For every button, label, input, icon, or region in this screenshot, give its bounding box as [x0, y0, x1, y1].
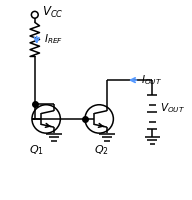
Text: $Q_2$: $Q_2$: [94, 143, 108, 157]
Text: $Q_1$: $Q_1$: [29, 143, 44, 157]
Text: $V_{OUT}$: $V_{OUT}$: [160, 102, 185, 115]
Text: $V_{CC}$: $V_{CC}$: [42, 5, 64, 20]
Text: $I_{REF}$: $I_{REF}$: [44, 32, 63, 46]
Text: $I_{OUT}$: $I_{OUT}$: [141, 73, 162, 87]
